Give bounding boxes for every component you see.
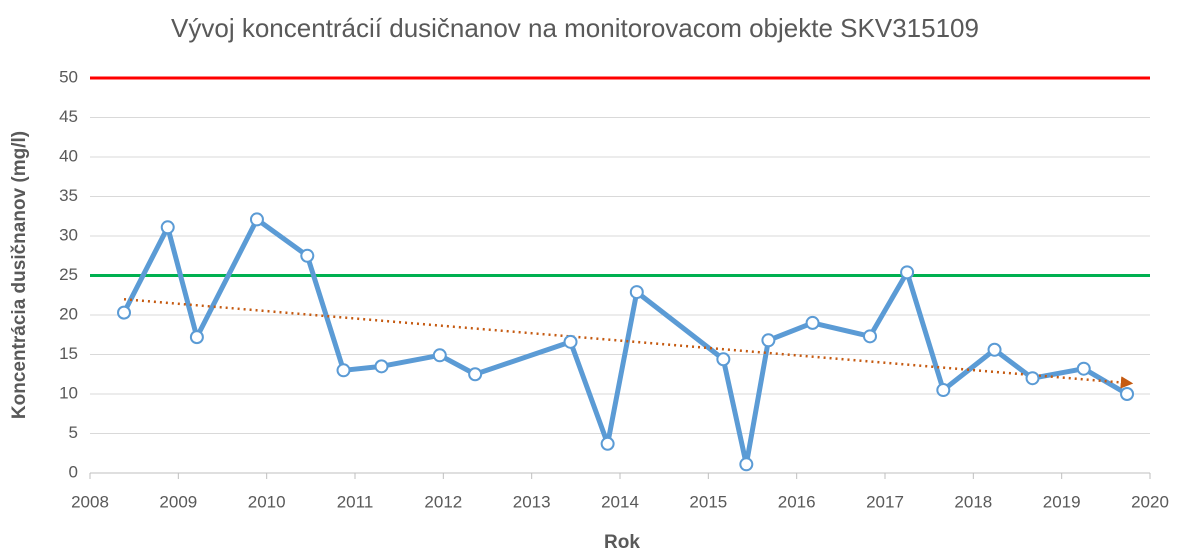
data-point — [805, 315, 820, 330]
y-tick-label: 40 — [59, 146, 78, 165]
x-tick-label: 2017 — [866, 492, 904, 511]
data-point — [629, 285, 644, 300]
x-tick-label: 2008 — [71, 492, 109, 511]
y-tick-label: 5 — [69, 423, 78, 442]
data-point — [900, 265, 915, 280]
chart-title: Vývoj koncentrácií dusičnanov na monitor… — [171, 13, 979, 43]
data-point — [300, 248, 315, 263]
data-point — [1025, 371, 1040, 386]
data-point — [374, 359, 389, 374]
x-tick-label: 2020 — [1131, 492, 1169, 511]
x-tick-label: 2019 — [1043, 492, 1081, 511]
y-tick-label: 50 — [59, 67, 78, 86]
data-point — [1076, 361, 1091, 376]
x-tick-label: 2014 — [601, 492, 639, 511]
data-point — [117, 305, 132, 320]
y-tick-label: 35 — [59, 186, 78, 205]
data-point — [563, 334, 578, 349]
x-axis-label: Rok — [604, 532, 640, 552]
data-point — [987, 342, 1002, 357]
data-point — [716, 352, 731, 367]
data-point — [249, 212, 264, 227]
data-point — [336, 363, 351, 378]
y-tick-label: 25 — [59, 265, 78, 284]
x-tick-label: 2012 — [424, 492, 462, 511]
data-line — [121, 216, 1129, 467]
data-point — [739, 457, 754, 472]
y-tick-label: 0 — [69, 462, 78, 481]
y-tick-label: 10 — [59, 383, 78, 402]
data-point — [936, 383, 951, 398]
x-tick-label: 2010 — [248, 492, 286, 511]
data-point — [761, 333, 776, 348]
x-tick-label: 2016 — [778, 492, 816, 511]
data-point — [468, 367, 483, 382]
x-tick-label: 2013 — [513, 492, 551, 511]
y-tick-label: 45 — [59, 107, 78, 126]
y-tick-label: 20 — [59, 304, 78, 323]
y-tick-label: 15 — [59, 344, 78, 363]
data-point — [862, 329, 877, 344]
data-point — [1120, 387, 1135, 401]
data-point — [432, 348, 447, 363]
data-point — [160, 220, 175, 235]
x-tick-label: 2015 — [689, 492, 727, 511]
y-tick-label: 30 — [59, 225, 78, 244]
data-point — [600, 436, 615, 451]
x-tick-label: 2009 — [159, 492, 197, 511]
x-tick-label: 2011 — [337, 492, 374, 511]
y-axis-label: Koncentrácia dusičnanov (mg/l) — [9, 131, 30, 419]
x-tick-label: 2018 — [954, 492, 992, 511]
data-point — [189, 330, 204, 345]
